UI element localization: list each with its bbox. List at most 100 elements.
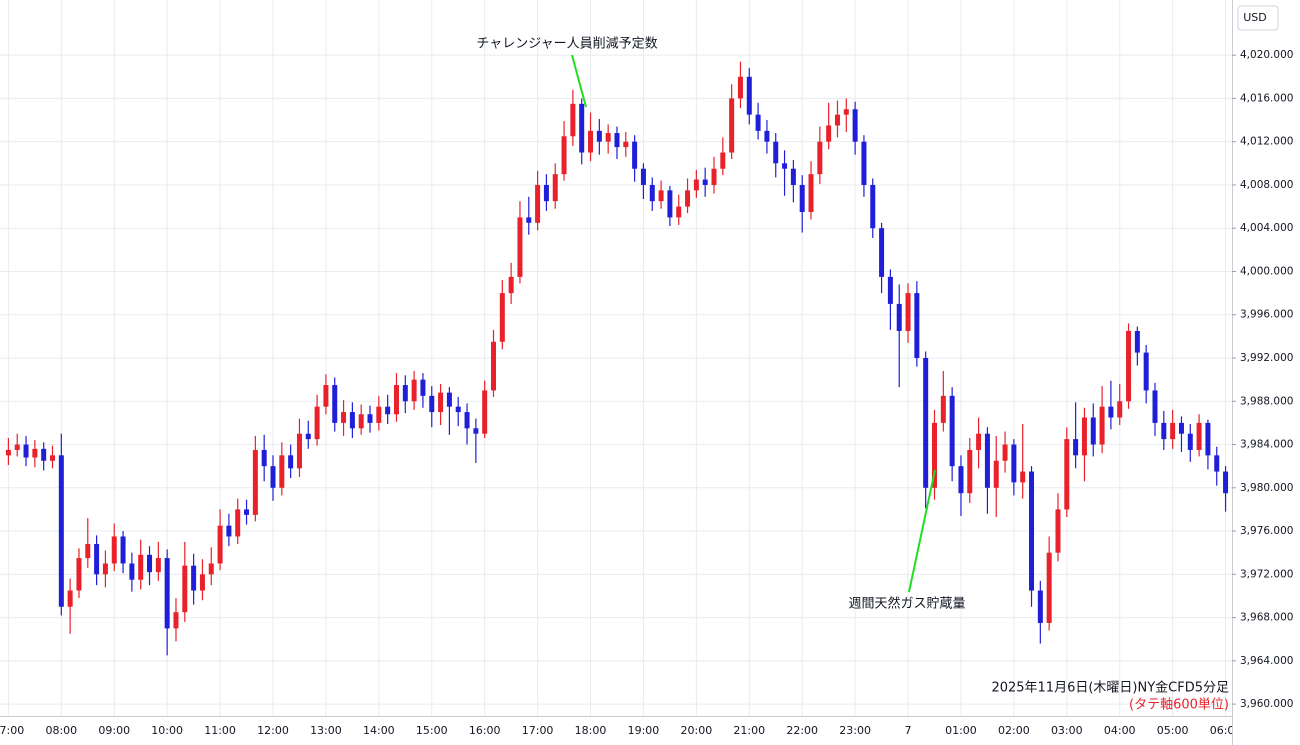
x-tick-label: 7	[905, 724, 912, 737]
y-tick-label: 4,016.000	[1240, 92, 1293, 104]
candle-body	[76, 558, 82, 591]
candle-body	[579, 103, 585, 153]
y-tick-label: 4,004.000	[1240, 222, 1293, 234]
candle-body	[120, 536, 126, 564]
currency-box	[1237, 5, 1279, 31]
candle-body	[923, 358, 929, 488]
x-tick-label: 12:00	[257, 724, 289, 737]
candle-body	[367, 414, 373, 423]
y-tick-label: 4,012.000	[1240, 136, 1293, 148]
candle-body	[50, 455, 55, 461]
candle-body	[58, 455, 64, 607]
candle-body	[1020, 471, 1026, 483]
candle-body	[420, 379, 426, 396]
candle-body	[561, 136, 567, 175]
candle-body	[1126, 330, 1132, 402]
candle-body	[235, 509, 241, 537]
candle-body	[1178, 422, 1184, 434]
candle-body	[288, 455, 294, 469]
candle-body	[464, 412, 470, 429]
candle-body	[949, 395, 955, 467]
candle-body	[393, 385, 399, 415]
candle-body	[1117, 401, 1123, 418]
x-tick-label: 19:00	[628, 724, 660, 737]
candle-body	[305, 433, 311, 440]
candle-body	[1037, 590, 1043, 623]
candle-body	[332, 385, 338, 423]
candle-body	[614, 133, 620, 148]
x-tick-label: 18:00	[575, 724, 607, 737]
candle-body	[640, 168, 646, 185]
candle-body	[14, 444, 20, 450]
candle-body	[208, 563, 214, 575]
candle-body	[808, 174, 814, 212]
candle-body	[570, 103, 576, 137]
x-tick-label: 17:00	[522, 724, 554, 737]
candle-body	[967, 449, 973, 494]
plot-area	[0, 0, 1232, 716]
candle-body	[552, 174, 558, 202]
candle-body	[905, 293, 911, 331]
candle-body	[729, 98, 735, 153]
candle-body	[482, 390, 488, 434]
candle-body	[438, 392, 444, 413]
candle-body	[85, 544, 91, 559]
candle-body	[67, 590, 73, 607]
x-tick-label: 09:00	[98, 724, 130, 737]
candle-body	[737, 76, 743, 99]
x-tick-label: 13:00	[310, 724, 342, 737]
candle-body	[1011, 444, 1017, 483]
candle-body	[517, 217, 523, 277]
candle-body	[252, 449, 258, 515]
candle-body	[596, 130, 602, 142]
candle-body	[138, 554, 144, 580]
x-tick-label: 05:00	[1157, 724, 1189, 737]
candle-body	[720, 152, 726, 169]
candle-body	[491, 341, 496, 391]
x-tick-label: 21:00	[733, 724, 765, 737]
chart-note: 2025年11月6日(木曜日)NY金CFD5分足	[991, 680, 1229, 696]
candle-body	[499, 293, 505, 342]
candle-body	[349, 412, 355, 429]
annotation-line	[571, 54, 587, 108]
candle-body	[826, 125, 832, 142]
candle-body	[861, 141, 867, 185]
candle-body	[685, 190, 691, 207]
y-tick-label: 4,000.000	[1240, 265, 1293, 277]
y-tick-label: 3,960.000	[1240, 698, 1293, 710]
x-tick-label: 20:00	[681, 724, 713, 737]
candle-body	[147, 554, 153, 573]
candle-body	[473, 428, 479, 434]
x-tick-label: 01:00	[945, 724, 977, 737]
y-axis-panel	[1232, 0, 1300, 745]
candle-body	[1223, 471, 1229, 494]
candle-body	[341, 412, 347, 423]
candle-body	[535, 184, 541, 223]
candle-body	[588, 130, 594, 153]
candle-body	[244, 509, 250, 515]
candle-body	[649, 184, 655, 202]
y-tick-label: 3,984.000	[1240, 439, 1293, 451]
candle-body	[261, 449, 267, 467]
candle-body	[932, 422, 937, 488]
x-tick-label: 16:00	[469, 724, 501, 737]
candle-body	[1090, 417, 1096, 445]
candle-body	[94, 544, 100, 575]
candle-body	[429, 395, 435, 413]
chart-note-sub: (タテ軸600単位)	[1129, 697, 1229, 713]
candle-body	[1152, 390, 1158, 423]
candle-body	[1002, 444, 1008, 461]
x-tick-label: 03:00	[1051, 724, 1083, 737]
candle-body	[385, 406, 391, 415]
y-tick-label: 3,992.000	[1240, 352, 1293, 364]
candle-body	[1205, 422, 1211, 456]
y-tick-label: 4,008.000	[1240, 179, 1293, 191]
candle-body	[755, 114, 761, 131]
candle-body	[1143, 352, 1149, 391]
candle-body	[323, 385, 329, 407]
y-tick-label: 3,976.000	[1240, 525, 1293, 537]
candle-body	[226, 525, 232, 537]
candle-body	[111, 536, 117, 564]
x-tick-label: 02:00	[998, 724, 1030, 737]
